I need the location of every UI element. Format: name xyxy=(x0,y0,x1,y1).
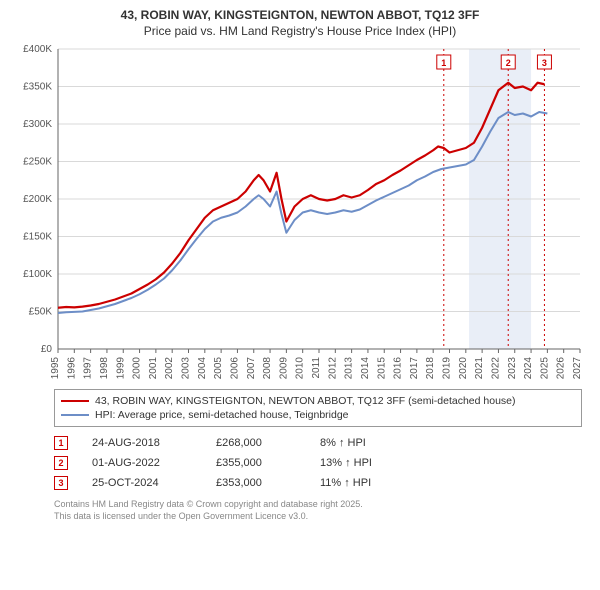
sale-delta: 8% ↑ HPI xyxy=(320,437,410,449)
svg-text:2015: 2015 xyxy=(376,357,387,380)
legend-row: HPI: Average price, semi-detached house,… xyxy=(61,408,575,422)
legend-swatch xyxy=(61,414,89,416)
svg-text:1998: 1998 xyxy=(99,357,110,380)
sales-row: 1 24-AUG-2018 £268,000 8% ↑ HPI xyxy=(54,433,582,453)
title-line-1: 43, ROBIN WAY, KINGSTEIGNTON, NEWTON ABB… xyxy=(12,8,588,24)
svg-text:2019: 2019 xyxy=(442,357,453,380)
footnote-line-2: This data is licensed under the Open Gov… xyxy=(54,511,582,523)
svg-text:£400K: £400K xyxy=(23,44,52,55)
sale-marker: 3 xyxy=(54,476,68,490)
sale-price: £355,000 xyxy=(216,457,296,469)
legend: 43, ROBIN WAY, KINGSTEIGNTON, NEWTON ABB… xyxy=(54,389,582,427)
svg-text:2011: 2011 xyxy=(311,357,322,379)
legend-label: 43, ROBIN WAY, KINGSTEIGNTON, NEWTON ABB… xyxy=(95,395,516,407)
svg-text:1996: 1996 xyxy=(66,357,77,380)
svg-text:£200K: £200K xyxy=(23,194,52,205)
svg-text:2004: 2004 xyxy=(197,357,208,380)
svg-text:2003: 2003 xyxy=(181,357,192,380)
chart-title: 43, ROBIN WAY, KINGSTEIGNTON, NEWTON ABB… xyxy=(12,8,588,39)
svg-text:2006: 2006 xyxy=(229,357,240,380)
svg-text:1999: 1999 xyxy=(115,357,126,380)
svg-text:2018: 2018 xyxy=(425,357,436,380)
sales-row: 2 01-AUG-2022 £355,000 13% ↑ HPI xyxy=(54,453,582,473)
svg-text:2024: 2024 xyxy=(523,357,534,380)
svg-text:2026: 2026 xyxy=(556,357,567,380)
sale-date: 01-AUG-2022 xyxy=(92,457,192,469)
svg-text:2001: 2001 xyxy=(148,357,159,380)
sales-row: 3 25-OCT-2024 £353,000 11% ↑ HPI xyxy=(54,473,582,493)
line-chart: £0 £50K £100K £150K £200K £250K £300K £350K £400… xyxy=(12,43,588,383)
svg-text:2027: 2027 xyxy=(572,357,583,380)
svg-text:2: 2 xyxy=(506,58,511,68)
svg-text:2010: 2010 xyxy=(295,357,306,380)
chart-area: £0 £50K £100K £150K £200K £250K £300K £350K £400… xyxy=(12,43,588,383)
sales-table: 1 24-AUG-2018 £268,000 8% ↑ HPI 2 01-AUG-2022… xyxy=(54,433,582,493)
svg-text:1: 1 xyxy=(441,58,446,68)
svg-text:£250K: £250K xyxy=(23,157,52,168)
footnote: Contains HM Land Registry data © Crown c… xyxy=(54,499,582,522)
svg-text:2017: 2017 xyxy=(409,357,420,380)
svg-text:1995: 1995 xyxy=(50,357,61,380)
sale-delta: 11% ↑ HPI xyxy=(320,477,410,489)
sale-date: 24-AUG-2018 xyxy=(92,437,192,449)
sale-price: £268,000 xyxy=(216,437,296,449)
sale-marker: 1 xyxy=(54,436,68,450)
svg-text:£300K: £300K xyxy=(23,119,52,130)
svg-text:2000: 2000 xyxy=(132,357,143,380)
svg-text:£150K: £150K xyxy=(23,232,52,243)
svg-text:2012: 2012 xyxy=(327,357,338,380)
legend-row: 43, ROBIN WAY, KINGSTEIGNTON, NEWTON ABB… xyxy=(61,394,575,408)
footnote-line-1: Contains HM Land Registry data © Crown c… xyxy=(54,499,582,511)
svg-text:2022: 2022 xyxy=(490,357,501,380)
svg-text:£50K: £50K xyxy=(29,307,53,318)
svg-text:2014: 2014 xyxy=(360,357,371,380)
svg-text:2013: 2013 xyxy=(344,357,355,380)
svg-text:2023: 2023 xyxy=(507,357,518,380)
legend-swatch xyxy=(61,400,89,402)
legend-label: HPI: Average price, semi-detached house,… xyxy=(95,409,349,421)
svg-text:2025: 2025 xyxy=(539,357,550,380)
svg-text:2008: 2008 xyxy=(262,357,273,380)
sale-date: 25-OCT-2024 xyxy=(92,477,192,489)
svg-text:1997: 1997 xyxy=(83,357,94,380)
title-line-2: Price paid vs. HM Land Registry's House … xyxy=(12,24,588,40)
svg-text:2009: 2009 xyxy=(278,357,289,380)
svg-text:2020: 2020 xyxy=(458,357,469,380)
svg-text:£0: £0 xyxy=(41,344,53,355)
svg-text:£350K: £350K xyxy=(23,82,52,93)
sale-price: £353,000 xyxy=(216,477,296,489)
svg-text:2007: 2007 xyxy=(246,357,257,380)
svg-text:2016: 2016 xyxy=(393,357,404,380)
svg-text:2002: 2002 xyxy=(164,357,175,380)
svg-text:2021: 2021 xyxy=(474,357,485,380)
svg-text:£100K: £100K xyxy=(23,269,52,280)
svg-text:2005: 2005 xyxy=(213,357,224,380)
sale-marker: 2 xyxy=(54,456,68,470)
svg-text:3: 3 xyxy=(542,58,547,68)
sale-delta: 13% ↑ HPI xyxy=(320,457,410,469)
